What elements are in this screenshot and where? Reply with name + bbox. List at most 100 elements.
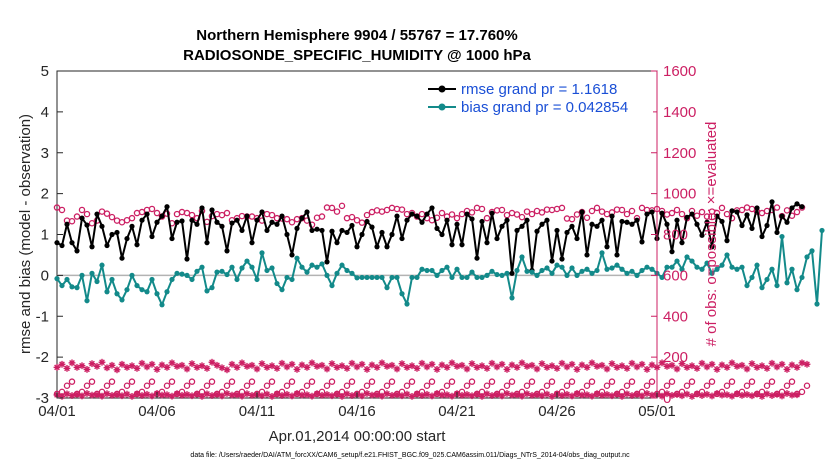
rmse-marker (554, 227, 560, 234)
obs-evaluated-low-marker (638, 392, 646, 400)
obs-evaluated-low-marker (513, 391, 521, 399)
obs-evaluated-marker (188, 360, 196, 368)
obs-evaluated-low-marker (188, 392, 196, 400)
obs-evaluated-marker (418, 359, 426, 367)
obs-evaluated-marker-stroke (339, 362, 345, 369)
obs-evaluated-low-marker (248, 391, 256, 399)
rmse-marker (569, 223, 575, 229)
obs-possible-low-marker (703, 382, 711, 389)
obs-evaluated-marker (403, 363, 411, 371)
bias-marker (224, 271, 230, 278)
rmse-marker (694, 221, 700, 227)
y-axis-label-left: rmse and bias (model - observation) (17, 114, 34, 354)
rmse-marker (69, 240, 75, 246)
rmse-marker (404, 217, 410, 223)
obs-evaluated-marker-stroke (749, 360, 755, 367)
bias-marker (174, 270, 180, 276)
obs-possible-marker (583, 214, 591, 221)
obs-evaluated-marker-stroke (629, 360, 635, 367)
bias-marker (804, 254, 810, 260)
obs-evaluated-low-marker (428, 392, 436, 400)
y-right-tick-label: 200 (663, 349, 688, 366)
obs-evaluated-marker-stroke (619, 362, 625, 369)
obs-evaluated-marker-stroke (274, 391, 280, 397)
obs-possible-marker (678, 210, 686, 218)
obs-evaluated-marker (678, 360, 686, 368)
bias-marker (104, 289, 110, 295)
obs-possible-low-marker (88, 378, 96, 385)
obs-possible-marker (338, 202, 346, 210)
obs-possible-low-marker (543, 382, 551, 389)
obs-possible-low-marker (783, 382, 791, 389)
obs-evaluated-marker-stroke (194, 364, 200, 371)
obs-possible-marker (318, 213, 326, 220)
obs-possible-marker (353, 216, 361, 224)
obs-evaluated-marker-stroke (114, 366, 120, 373)
obs-evaluated-marker (503, 365, 511, 373)
obs-evaluated-marker-stroke (379, 359, 385, 366)
rmse-marker (724, 238, 730, 244)
bias-marker (114, 291, 120, 297)
obs-evaluated-marker-stroke (89, 360, 95, 367)
obs-evaluated-marker-stroke (254, 366, 260, 372)
obs-evaluated-marker-stroke (604, 391, 610, 398)
obs-evaluated-marker-stroke (359, 393, 365, 399)
rmse-marker (624, 219, 630, 225)
bias-marker (149, 276, 155, 283)
obs-evaluated-low-marker (273, 390, 281, 398)
rmse-marker (414, 213, 420, 219)
obs-evaluated-low-marker (698, 392, 706, 399)
obs-evaluated-marker (443, 363, 451, 371)
obs-possible-marker (103, 210, 111, 217)
bias-marker (404, 301, 410, 307)
obs-evaluated-marker-stroke (364, 390, 370, 397)
obs-possible-marker (598, 208, 606, 215)
obs-evaluated-marker-stroke (704, 364, 710, 370)
y-right-tick-label: 600 (663, 267, 688, 284)
bias-marker (169, 276, 175, 283)
obs-evaluated-marker-stroke (794, 391, 800, 398)
obs-evaluated-marker (408, 362, 416, 370)
bias-marker (529, 269, 535, 275)
obs-evaluated-marker-stroke (249, 392, 255, 399)
obs-possible-low-marker (263, 382, 271, 389)
obs-evaluated-marker (208, 358, 216, 366)
obs-evaluated-marker (438, 361, 446, 369)
obs-possible-marker (328, 204, 336, 212)
obs-evaluated-marker (68, 359, 76, 367)
obs-evaluated-marker-stroke (764, 365, 770, 372)
obs-evaluated-marker (358, 360, 366, 368)
obs-evaluated-marker-stroke (794, 364, 800, 371)
bias-marker (794, 287, 800, 293)
rmse-marker (499, 223, 505, 229)
obs-evaluated-marker-stroke (789, 392, 795, 399)
obs-possible-low-marker (63, 382, 71, 389)
obs-evaluated-low-marker (373, 391, 381, 399)
obs-evaluated-marker-stroke (724, 391, 730, 398)
bias-marker (139, 287, 145, 293)
rmse-marker (204, 240, 210, 246)
obs-evaluated-low-marker (523, 390, 531, 398)
rmse-marker (564, 229, 570, 236)
rmse-marker (539, 221, 545, 227)
obs-possible-low-marker (243, 382, 251, 389)
obs-evaluated-marker-stroke (144, 364, 150, 370)
bias-marker (134, 282, 140, 289)
obs-evaluated-marker-stroke (674, 391, 680, 398)
obs-possible-low-marker (728, 378, 736, 385)
obs-evaluated-marker-stroke (334, 364, 340, 371)
obs-evaluated-marker-stroke (334, 391, 340, 397)
rmse-marker (429, 205, 435, 211)
obs-evaluated-marker-stroke (744, 366, 750, 372)
obs-possible-marker (528, 210, 536, 218)
obs-evaluated-low-marker (493, 390, 501, 398)
obs-evaluated-marker (63, 364, 71, 372)
legend-rmse-marker (438, 85, 446, 93)
x-tick-label: 04/06 (138, 403, 176, 420)
obs-evaluated-low-marker (503, 390, 511, 397)
obs-evaluated-marker-stroke (219, 393, 225, 399)
rmse-marker (489, 210, 495, 216)
obs-evaluated-marker-stroke (344, 365, 350, 372)
obs-possible-low-marker (668, 378, 676, 385)
obs-possible-marker (223, 209, 231, 217)
